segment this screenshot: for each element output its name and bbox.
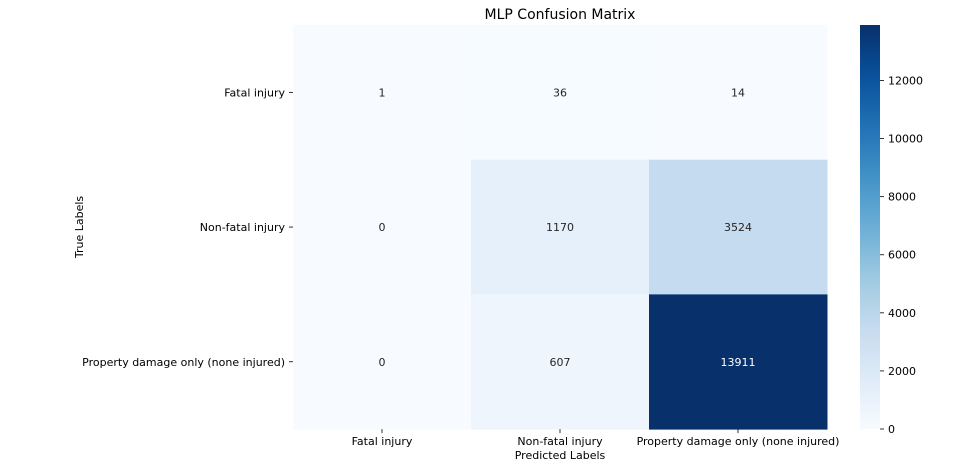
y-axis-ticks: Fatal injury Non-fatal injury Property dam… xyxy=(82,86,293,369)
heatmap-cell xyxy=(471,294,650,430)
x-tick-label: Non-fatal injury xyxy=(517,435,603,448)
colorbar-tick-label: 6000 xyxy=(888,249,916,262)
heatmap-cell xyxy=(471,25,650,161)
colorbar-tick-label: 4000 xyxy=(888,307,916,320)
x-axis-label: Predicted Labels xyxy=(515,449,606,462)
y-axis-label: True Labels xyxy=(73,196,86,260)
heatmap-cell xyxy=(649,159,828,295)
cell-value-label: 1 xyxy=(379,86,386,99)
cell-value-label: 3524 xyxy=(724,221,752,234)
colorbar-ticks: 0 2000 4000 6000 8000 10000 12000 xyxy=(880,74,923,436)
cell-value-label: 607 xyxy=(550,356,571,369)
x-axis-ticks: Fatal injury Non-fatal injury Property dam… xyxy=(352,429,840,448)
cell-value-label: 0 xyxy=(379,221,386,234)
heatmap-cell xyxy=(649,294,828,430)
colorbar-tick-label: 2000 xyxy=(888,365,916,378)
colorbar-tick-label: 12000 xyxy=(888,74,923,87)
y-tick-label: Non-fatal injury xyxy=(200,221,286,234)
cell-value-label: 13911 xyxy=(721,356,756,369)
heatmap-cell xyxy=(293,159,472,295)
chart-title: MLP Confusion Matrix xyxy=(485,7,636,23)
cell-value-label: 1170 xyxy=(546,221,574,234)
x-tick-label: Fatal injury xyxy=(352,435,413,448)
y-tick-label: Property damage only (none injured) xyxy=(82,356,285,369)
cell-value-label: 0 xyxy=(379,356,386,369)
y-tick-label: Fatal injury xyxy=(224,86,285,99)
colorbar xyxy=(860,25,880,429)
cell-value-label: 14 xyxy=(731,86,745,99)
x-tick-label: Property damage only (none injured) xyxy=(637,435,840,448)
cell-value-label: 36 xyxy=(553,86,567,99)
heatmap-cell xyxy=(471,159,650,295)
heatmap-cell xyxy=(293,294,472,430)
heatmap-cell xyxy=(293,25,472,161)
heatmap-cells xyxy=(293,25,828,430)
colorbar-tick-label: 0 xyxy=(888,423,895,436)
colorbar-tick-label: 8000 xyxy=(888,191,916,204)
heatmap-annotations: 1 36 14 0 1170 3524 0 607 13911 xyxy=(379,86,756,368)
heatmap-cell xyxy=(649,25,828,161)
colorbar-tick-label: 10000 xyxy=(888,133,923,146)
